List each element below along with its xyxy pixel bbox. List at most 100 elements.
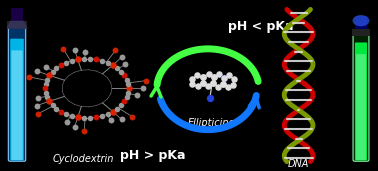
FancyBboxPatch shape [8,27,26,161]
Point [112,49,118,52]
Point [143,79,149,82]
Point [210,82,216,85]
FancyBboxPatch shape [11,50,23,160]
Point [50,70,56,73]
Point [110,110,116,113]
Point [200,82,206,85]
Point [230,84,236,86]
Point [108,119,114,122]
Point [189,83,195,86]
Point [64,121,70,123]
Point [119,56,125,59]
Point [43,65,49,68]
Point [44,96,50,98]
Point [105,61,111,64]
Point [87,117,93,119]
Point [125,87,132,90]
Point [206,73,212,75]
Point [225,86,231,89]
Point [50,104,56,107]
Text: pH > pKa: pH > pKa [120,149,186,162]
Point [53,67,59,69]
FancyBboxPatch shape [356,54,366,160]
Point [221,76,227,79]
Bar [352,29,370,36]
Point [63,61,69,64]
Point [118,70,124,73]
Point [93,58,99,61]
Point [124,96,130,98]
Point [200,82,206,85]
FancyBboxPatch shape [10,39,24,160]
Point [63,113,69,115]
Point [81,130,87,133]
FancyBboxPatch shape [355,42,367,160]
Bar [11,8,23,21]
Point [35,97,41,99]
Point [226,74,232,77]
Point [215,86,221,89]
Point [189,78,195,80]
Point [99,59,105,62]
Point [105,113,111,115]
Point [122,63,129,66]
Point [60,47,66,50]
Text: Ellipticine: Ellipticine [188,118,235,128]
Point [58,64,64,66]
Point [231,78,237,80]
Point [211,75,217,78]
Point [53,107,59,110]
Text: pH < pKa: pH < pKa [228,20,294,33]
Point [93,116,99,119]
Point [207,97,213,100]
Point [125,83,131,85]
Point [220,83,226,86]
FancyBboxPatch shape [353,34,369,161]
Point [75,116,81,119]
Point [81,57,87,60]
Point [42,87,48,90]
Point [119,118,125,121]
Point [200,75,206,78]
Point [194,74,200,77]
Point [125,91,131,94]
Polygon shape [7,21,27,28]
Point [221,76,227,79]
Point [118,104,124,107]
Point [200,75,206,78]
Point [87,57,93,60]
Point [129,115,135,118]
Point [115,107,121,110]
Point [211,75,217,78]
Point [43,83,49,85]
Point [205,85,211,88]
Text: DNA: DNA [288,159,309,169]
Point [46,74,53,77]
Bar [7,21,27,28]
Point [34,104,40,107]
Point [220,83,226,86]
Point [46,100,53,103]
Ellipse shape [353,15,370,26]
Point [115,67,121,69]
Point [34,70,40,73]
Bar [355,16,367,29]
Point [44,78,50,81]
Point [210,82,216,85]
Point [69,59,75,62]
Text: Cyclodextrin: Cyclodextrin [53,154,114,164]
Point [110,64,116,66]
Point [82,50,88,53]
Point [69,115,75,117]
Point [216,73,222,75]
Point [121,74,127,77]
Point [75,58,81,61]
Point [43,91,49,94]
Point [81,117,87,119]
Point [99,115,105,117]
Point [195,85,201,88]
Point [121,100,127,103]
Point [71,126,77,128]
Point [134,94,140,96]
Point [139,87,146,90]
